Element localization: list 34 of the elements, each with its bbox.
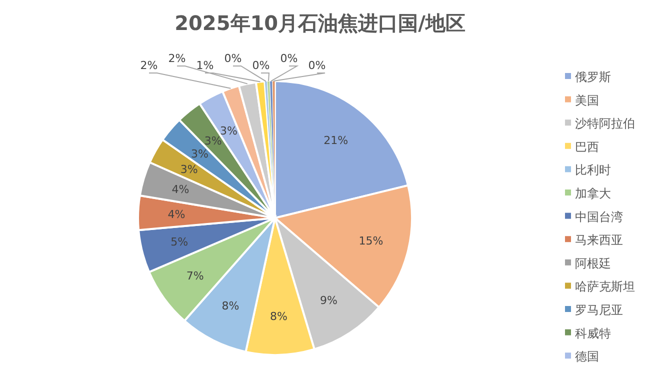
data-label: 2% <box>168 52 186 65</box>
data-label: 8% <box>222 300 240 312</box>
data-label: 0% <box>252 59 270 72</box>
legend-label: 美国 <box>575 93 599 108</box>
data-label: 3% <box>191 148 208 161</box>
legend-label: 德国 <box>575 350 599 364</box>
chart-title: 2025年10月石油焦进口国/地区 <box>174 11 466 35</box>
data-label: 4% <box>172 183 190 196</box>
legend-label: 中国台湾 <box>575 210 623 224</box>
data-label: 0% <box>280 52 298 65</box>
data-label: 5% <box>170 236 188 249</box>
data-label: 4% <box>168 208 186 221</box>
legend-label: 沙特阿拉伯 <box>575 116 635 131</box>
data-label: 1% <box>196 59 214 72</box>
legend-label: 阿根廷 <box>575 256 611 270</box>
data-label: 3% <box>180 163 198 176</box>
data-label: 21% <box>324 134 348 147</box>
data-label: 15% <box>358 234 384 248</box>
legend-label: 科威特 <box>575 326 611 340</box>
legend-label: 巴西 <box>575 140 599 154</box>
legend-label: 罗马尼亚 <box>575 303 623 317</box>
legend-label: 比利时 <box>575 163 611 178</box>
legend-label: 俄罗斯 <box>575 70 611 84</box>
data-label: 2% <box>140 59 158 72</box>
data-label: 0% <box>224 52 242 65</box>
data-label: 9% <box>320 294 338 308</box>
data-label: 0% <box>308 59 326 72</box>
data-label: 8% <box>270 310 288 324</box>
legend-label: 马来西亚 <box>575 233 623 248</box>
data-label: 3% <box>220 124 238 138</box>
data-label: 3% <box>204 134 222 148</box>
data-label: 7% <box>186 269 204 282</box>
legend-label: 哈萨克斯坦 <box>575 280 635 294</box>
legend-label: 加拿大 <box>575 186 611 200</box>
